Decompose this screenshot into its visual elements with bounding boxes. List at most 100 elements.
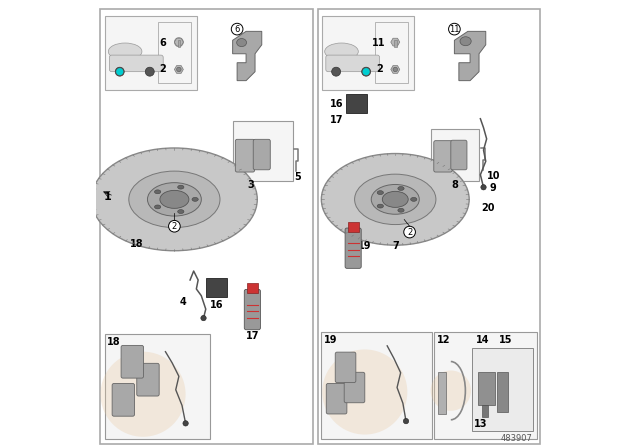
FancyBboxPatch shape <box>112 383 134 416</box>
Polygon shape <box>454 31 486 81</box>
Text: 20: 20 <box>481 203 495 213</box>
Text: 13: 13 <box>474 419 487 429</box>
Text: 18: 18 <box>129 239 143 249</box>
FancyBboxPatch shape <box>121 345 143 378</box>
Text: 6: 6 <box>234 25 240 34</box>
Circle shape <box>393 67 397 72</box>
FancyBboxPatch shape <box>326 383 347 414</box>
Text: 18: 18 <box>108 337 121 347</box>
FancyBboxPatch shape <box>431 129 479 181</box>
Text: 17: 17 <box>330 115 344 125</box>
FancyBboxPatch shape <box>482 405 488 417</box>
Ellipse shape <box>398 186 404 190</box>
Circle shape <box>183 421 188 426</box>
Circle shape <box>100 352 186 437</box>
Circle shape <box>168 220 180 232</box>
FancyBboxPatch shape <box>244 289 260 330</box>
Text: 8: 8 <box>451 180 458 190</box>
FancyBboxPatch shape <box>344 372 365 403</box>
Circle shape <box>231 23 243 35</box>
FancyBboxPatch shape <box>105 16 197 90</box>
FancyBboxPatch shape <box>472 348 533 431</box>
FancyBboxPatch shape <box>105 334 210 439</box>
Polygon shape <box>391 65 400 73</box>
FancyBboxPatch shape <box>335 352 356 383</box>
FancyBboxPatch shape <box>236 139 255 172</box>
FancyBboxPatch shape <box>374 22 408 83</box>
FancyBboxPatch shape <box>100 9 314 444</box>
Polygon shape <box>174 38 184 46</box>
FancyBboxPatch shape <box>435 332 538 439</box>
Ellipse shape <box>460 37 471 46</box>
Ellipse shape <box>411 198 417 201</box>
Ellipse shape <box>382 191 408 207</box>
FancyBboxPatch shape <box>109 55 163 72</box>
Text: 7: 7 <box>392 241 399 250</box>
Bar <box>177 40 180 47</box>
Text: 5: 5 <box>294 172 301 182</box>
Ellipse shape <box>324 43 358 60</box>
Ellipse shape <box>92 148 257 251</box>
Ellipse shape <box>377 191 383 194</box>
Ellipse shape <box>192 198 198 201</box>
Text: 12: 12 <box>437 335 451 345</box>
FancyBboxPatch shape <box>253 139 270 170</box>
Ellipse shape <box>174 38 184 47</box>
FancyBboxPatch shape <box>348 222 358 232</box>
FancyBboxPatch shape <box>323 16 414 90</box>
FancyBboxPatch shape <box>158 22 191 83</box>
FancyBboxPatch shape <box>326 55 380 72</box>
Ellipse shape <box>129 171 220 228</box>
Circle shape <box>362 67 371 76</box>
Text: 17: 17 <box>246 331 259 341</box>
Ellipse shape <box>178 185 184 189</box>
FancyBboxPatch shape <box>137 363 159 396</box>
FancyBboxPatch shape <box>346 94 367 113</box>
FancyBboxPatch shape <box>497 372 508 412</box>
Circle shape <box>431 370 471 411</box>
FancyBboxPatch shape <box>451 140 467 170</box>
Text: 2: 2 <box>172 222 177 231</box>
Circle shape <box>449 23 460 35</box>
Ellipse shape <box>160 190 189 208</box>
Text: 9: 9 <box>490 183 496 193</box>
Text: 15: 15 <box>499 335 513 345</box>
Text: 19: 19 <box>324 335 337 345</box>
Circle shape <box>332 67 340 76</box>
Circle shape <box>362 68 370 75</box>
Ellipse shape <box>147 183 202 216</box>
Ellipse shape <box>377 204 383 208</box>
Text: 2: 2 <box>407 228 412 237</box>
Ellipse shape <box>371 185 419 214</box>
Text: 1: 1 <box>103 192 111 202</box>
Text: 16: 16 <box>330 99 344 109</box>
Circle shape <box>115 67 124 76</box>
FancyBboxPatch shape <box>317 9 540 444</box>
Circle shape <box>403 418 409 424</box>
Ellipse shape <box>398 208 404 212</box>
FancyBboxPatch shape <box>321 332 432 439</box>
FancyBboxPatch shape <box>434 141 452 172</box>
Text: 14: 14 <box>476 335 490 345</box>
Text: 11: 11 <box>372 38 386 47</box>
Circle shape <box>404 226 415 238</box>
Circle shape <box>323 349 408 435</box>
Text: 10: 10 <box>486 171 500 181</box>
Text: 4: 4 <box>180 297 187 307</box>
Text: 2: 2 <box>159 65 166 74</box>
FancyBboxPatch shape <box>345 228 361 268</box>
FancyBboxPatch shape <box>206 278 227 297</box>
FancyBboxPatch shape <box>477 372 495 405</box>
Polygon shape <box>391 38 400 46</box>
Text: 19: 19 <box>358 241 372 250</box>
Ellipse shape <box>355 174 436 224</box>
FancyBboxPatch shape <box>438 372 446 414</box>
Text: 483907: 483907 <box>501 434 533 443</box>
FancyBboxPatch shape <box>233 121 293 181</box>
Polygon shape <box>174 65 184 73</box>
Text: 6: 6 <box>159 38 166 47</box>
Text: 3: 3 <box>247 180 254 190</box>
Circle shape <box>177 67 181 72</box>
Ellipse shape <box>237 39 246 47</box>
Circle shape <box>116 68 124 75</box>
